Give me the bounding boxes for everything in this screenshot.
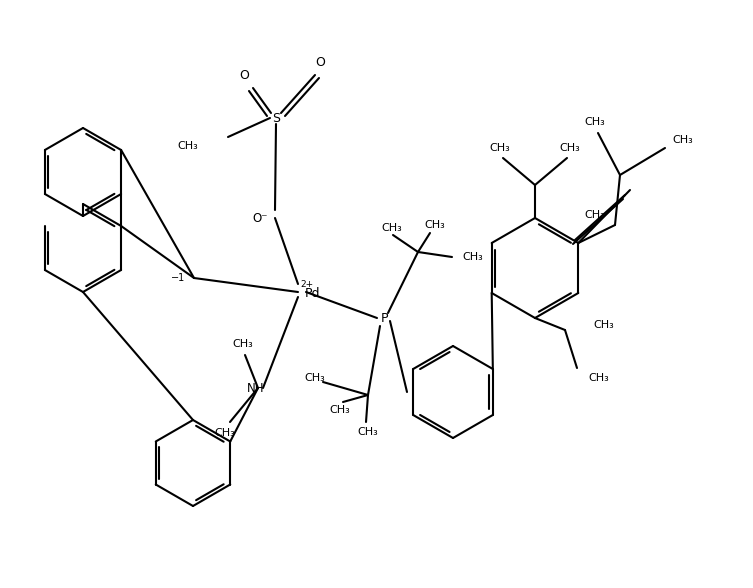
- Text: CH₃: CH₃: [588, 373, 608, 383]
- Text: CH₃: CH₃: [215, 428, 236, 438]
- Text: Pd: Pd: [305, 286, 321, 299]
- Text: CH₃: CH₃: [584, 117, 605, 127]
- Text: 2+: 2+: [300, 279, 313, 289]
- Text: O: O: [315, 55, 325, 68]
- Text: CH₃: CH₃: [305, 373, 325, 383]
- Text: CH₃: CH₃: [593, 320, 614, 330]
- Text: CH₃: CH₃: [584, 210, 605, 220]
- Text: CH₃: CH₃: [672, 135, 693, 145]
- Text: CH₃: CH₃: [489, 143, 511, 153]
- Text: CH₃: CH₃: [330, 405, 350, 415]
- Text: CH₃: CH₃: [233, 339, 253, 349]
- Text: CH₃: CH₃: [559, 143, 581, 153]
- Text: NH: NH: [247, 382, 265, 395]
- Text: S: S: [272, 112, 280, 125]
- Text: CH₃: CH₃: [462, 252, 483, 262]
- Text: CH₃: CH₃: [358, 427, 378, 437]
- Text: CH₃: CH₃: [425, 220, 445, 230]
- Text: −1: −1: [171, 273, 185, 283]
- Text: CH₃: CH₃: [177, 141, 198, 151]
- Text: P: P: [381, 312, 389, 325]
- Text: O⁻: O⁻: [252, 212, 268, 225]
- Text: CH₃: CH₃: [382, 223, 402, 233]
- Text: O: O: [239, 68, 249, 82]
